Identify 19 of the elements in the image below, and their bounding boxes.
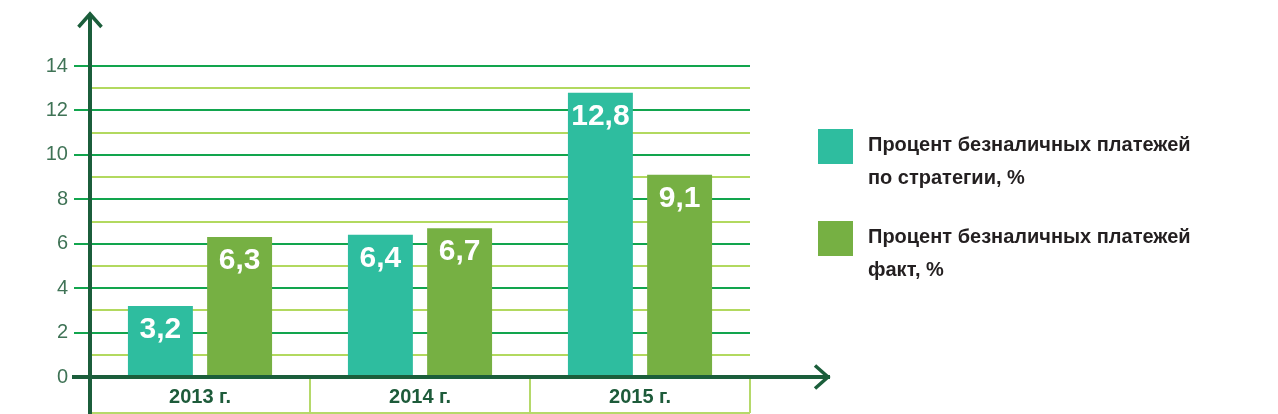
- data-label: 3,2: [139, 311, 182, 345]
- x-tick-label: 2015 г.: [609, 384, 671, 407]
- y-tick-label: 4: [56, 275, 68, 298]
- y-tick-label: 6: [56, 231, 68, 254]
- x-tick-label: 2013 г.: [169, 384, 231, 407]
- legend-label: Процент безналичных платежей по стратегии, %: [868, 132, 1192, 190]
- y-tick-label: 12: [45, 97, 68, 120]
- y-tick-label: 10: [45, 142, 68, 165]
- y-tick-label: 14: [45, 53, 68, 76]
- data-label: 6,7: [438, 233, 481, 267]
- data-label: 12,8: [571, 97, 630, 131]
- data-label: 6,3: [218, 242, 261, 276]
- y-tick-label: 0: [56, 364, 68, 387]
- legend-label: Процент безналичных платежей факт, %: [868, 224, 1192, 282]
- y-tick-label: 2: [56, 320, 68, 343]
- data-label: 6,4: [359, 240, 402, 274]
- y-tick-label: 8: [56, 186, 68, 209]
- x-tick-label: 2014 г.: [389, 384, 451, 407]
- data-label: 9,1: [658, 180, 701, 214]
